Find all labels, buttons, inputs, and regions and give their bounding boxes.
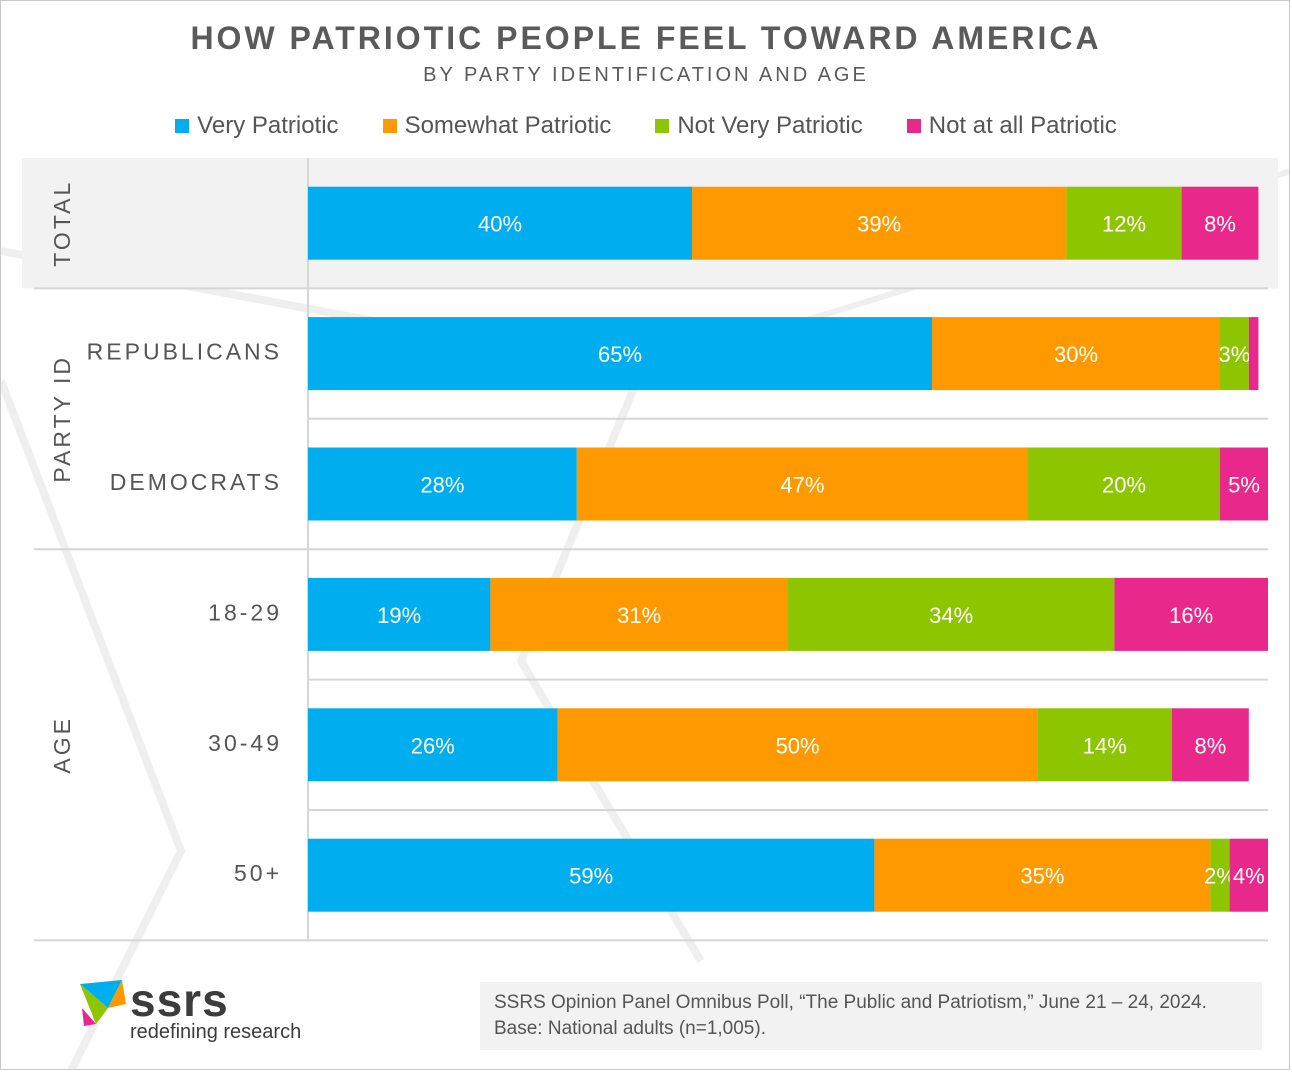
bar-segment <box>1181 186 1259 260</box>
data-label: 4% <box>1233 864 1265 889</box>
data-label: 8% <box>1204 212 1236 237</box>
data-label: 30% <box>1054 342 1098 367</box>
row-label: 50+ <box>234 860 282 886</box>
legend-swatch <box>906 119 921 133</box>
legend-item-somewhat-patriotic: Somewhat Patriotic <box>382 112 612 140</box>
chart-subtitle: BY PARTY IDENTIFICATION AND AGE <box>423 64 869 86</box>
logo-tagline: redefining research <box>130 1021 302 1043</box>
data-label: 26% <box>411 733 455 758</box>
bar-segment <box>1220 447 1268 521</box>
bar-segment <box>308 186 692 260</box>
bar-segment <box>1028 447 1220 521</box>
data-label: 40% <box>478 212 522 237</box>
bar-segment <box>1066 186 1182 260</box>
bar-segment <box>308 838 875 912</box>
data-label: 8% <box>1195 733 1227 758</box>
legend-swatch <box>655 119 670 133</box>
legend-swatch <box>175 119 190 133</box>
data-label: 65% <box>598 342 642 367</box>
legend: Very Patriotic Somewhat Patriotic Not Ve… <box>0 112 1292 140</box>
bar-segment <box>308 577 491 651</box>
group-label: PARTY ID <box>49 355 75 483</box>
data-label: 16% <box>1169 603 1213 628</box>
legend-label: Not at all Patriotic <box>928 112 1117 139</box>
bar-segment <box>1037 708 1172 782</box>
row-label: 18-29 <box>208 599 282 625</box>
data-label: 34% <box>929 603 973 628</box>
bar-segment <box>490 577 788 651</box>
bar-segment <box>1220 317 1249 391</box>
group-label: TOTAL <box>49 180 75 267</box>
legend-label: Not Very Patriotic <box>677 112 863 139</box>
data-label: 50% <box>776 733 820 758</box>
bar-segment <box>1248 317 1259 391</box>
bar-segment <box>932 317 1220 391</box>
data-label: 35% <box>1020 864 1064 889</box>
data-label: 5% <box>1228 473 1260 498</box>
data-label: 47% <box>780 473 824 498</box>
chart-title: HOW PATRIOTIC PEOPLE FEEL TOWARD AMERICA <box>190 20 1102 56</box>
bar-segment <box>692 186 1067 260</box>
data-label: 28% <box>420 473 464 498</box>
data-label: 12% <box>1102 212 1146 237</box>
bar-segment <box>308 317 932 391</box>
bar-segment <box>788 577 1115 651</box>
source-line: SSRS Opinion Panel Omnibus Poll, “The Pu… <box>494 992 1207 1013</box>
legend-item-not-at-all-patriotic: Not at all Patriotic <box>906 112 1117 140</box>
logo-wordmark: ssrs <box>130 974 229 1026</box>
base-line: Base: National adults (n=1,005). <box>494 1018 766 1039</box>
bar-segment <box>1172 708 1249 782</box>
data-label: 19% <box>377 603 421 628</box>
legend-swatch <box>382 119 397 133</box>
bar-segment <box>576 447 1028 521</box>
row-label: REPUBLICANS <box>87 339 282 365</box>
data-label: 3% <box>1219 342 1251 367</box>
row-label: 30-49 <box>208 730 282 756</box>
source-note: SSRS Opinion Panel Omnibus Poll, “The Pu… <box>480 982 1262 1050</box>
data-label: 31% <box>617 603 661 628</box>
bar-segment <box>308 447 577 521</box>
legend-item-not-very-patriotic: Not Very Patriotic <box>655 112 863 140</box>
data-label: 14% <box>1083 733 1127 758</box>
data-label: 39% <box>857 212 901 237</box>
bar-segment <box>1210 838 1230 912</box>
legend-label: Somewhat Patriotic <box>404 112 612 139</box>
bar-segment <box>1114 577 1268 651</box>
data-label: 20% <box>1102 473 1146 498</box>
group-label: AGE <box>49 716 75 774</box>
row-label: DEMOCRATS <box>110 469 282 495</box>
bar-segment <box>1229 838 1268 912</box>
bar-segment <box>308 708 558 782</box>
legend-item-very-patriotic: Very Patriotic <box>175 112 339 140</box>
legend-label: Very Patriotic <box>197 112 339 139</box>
bar-segment <box>557 708 1038 782</box>
bar-segment <box>874 838 1211 912</box>
ssrs-logo-mark <box>80 980 126 1026</box>
data-label: 59% <box>569 864 613 889</box>
